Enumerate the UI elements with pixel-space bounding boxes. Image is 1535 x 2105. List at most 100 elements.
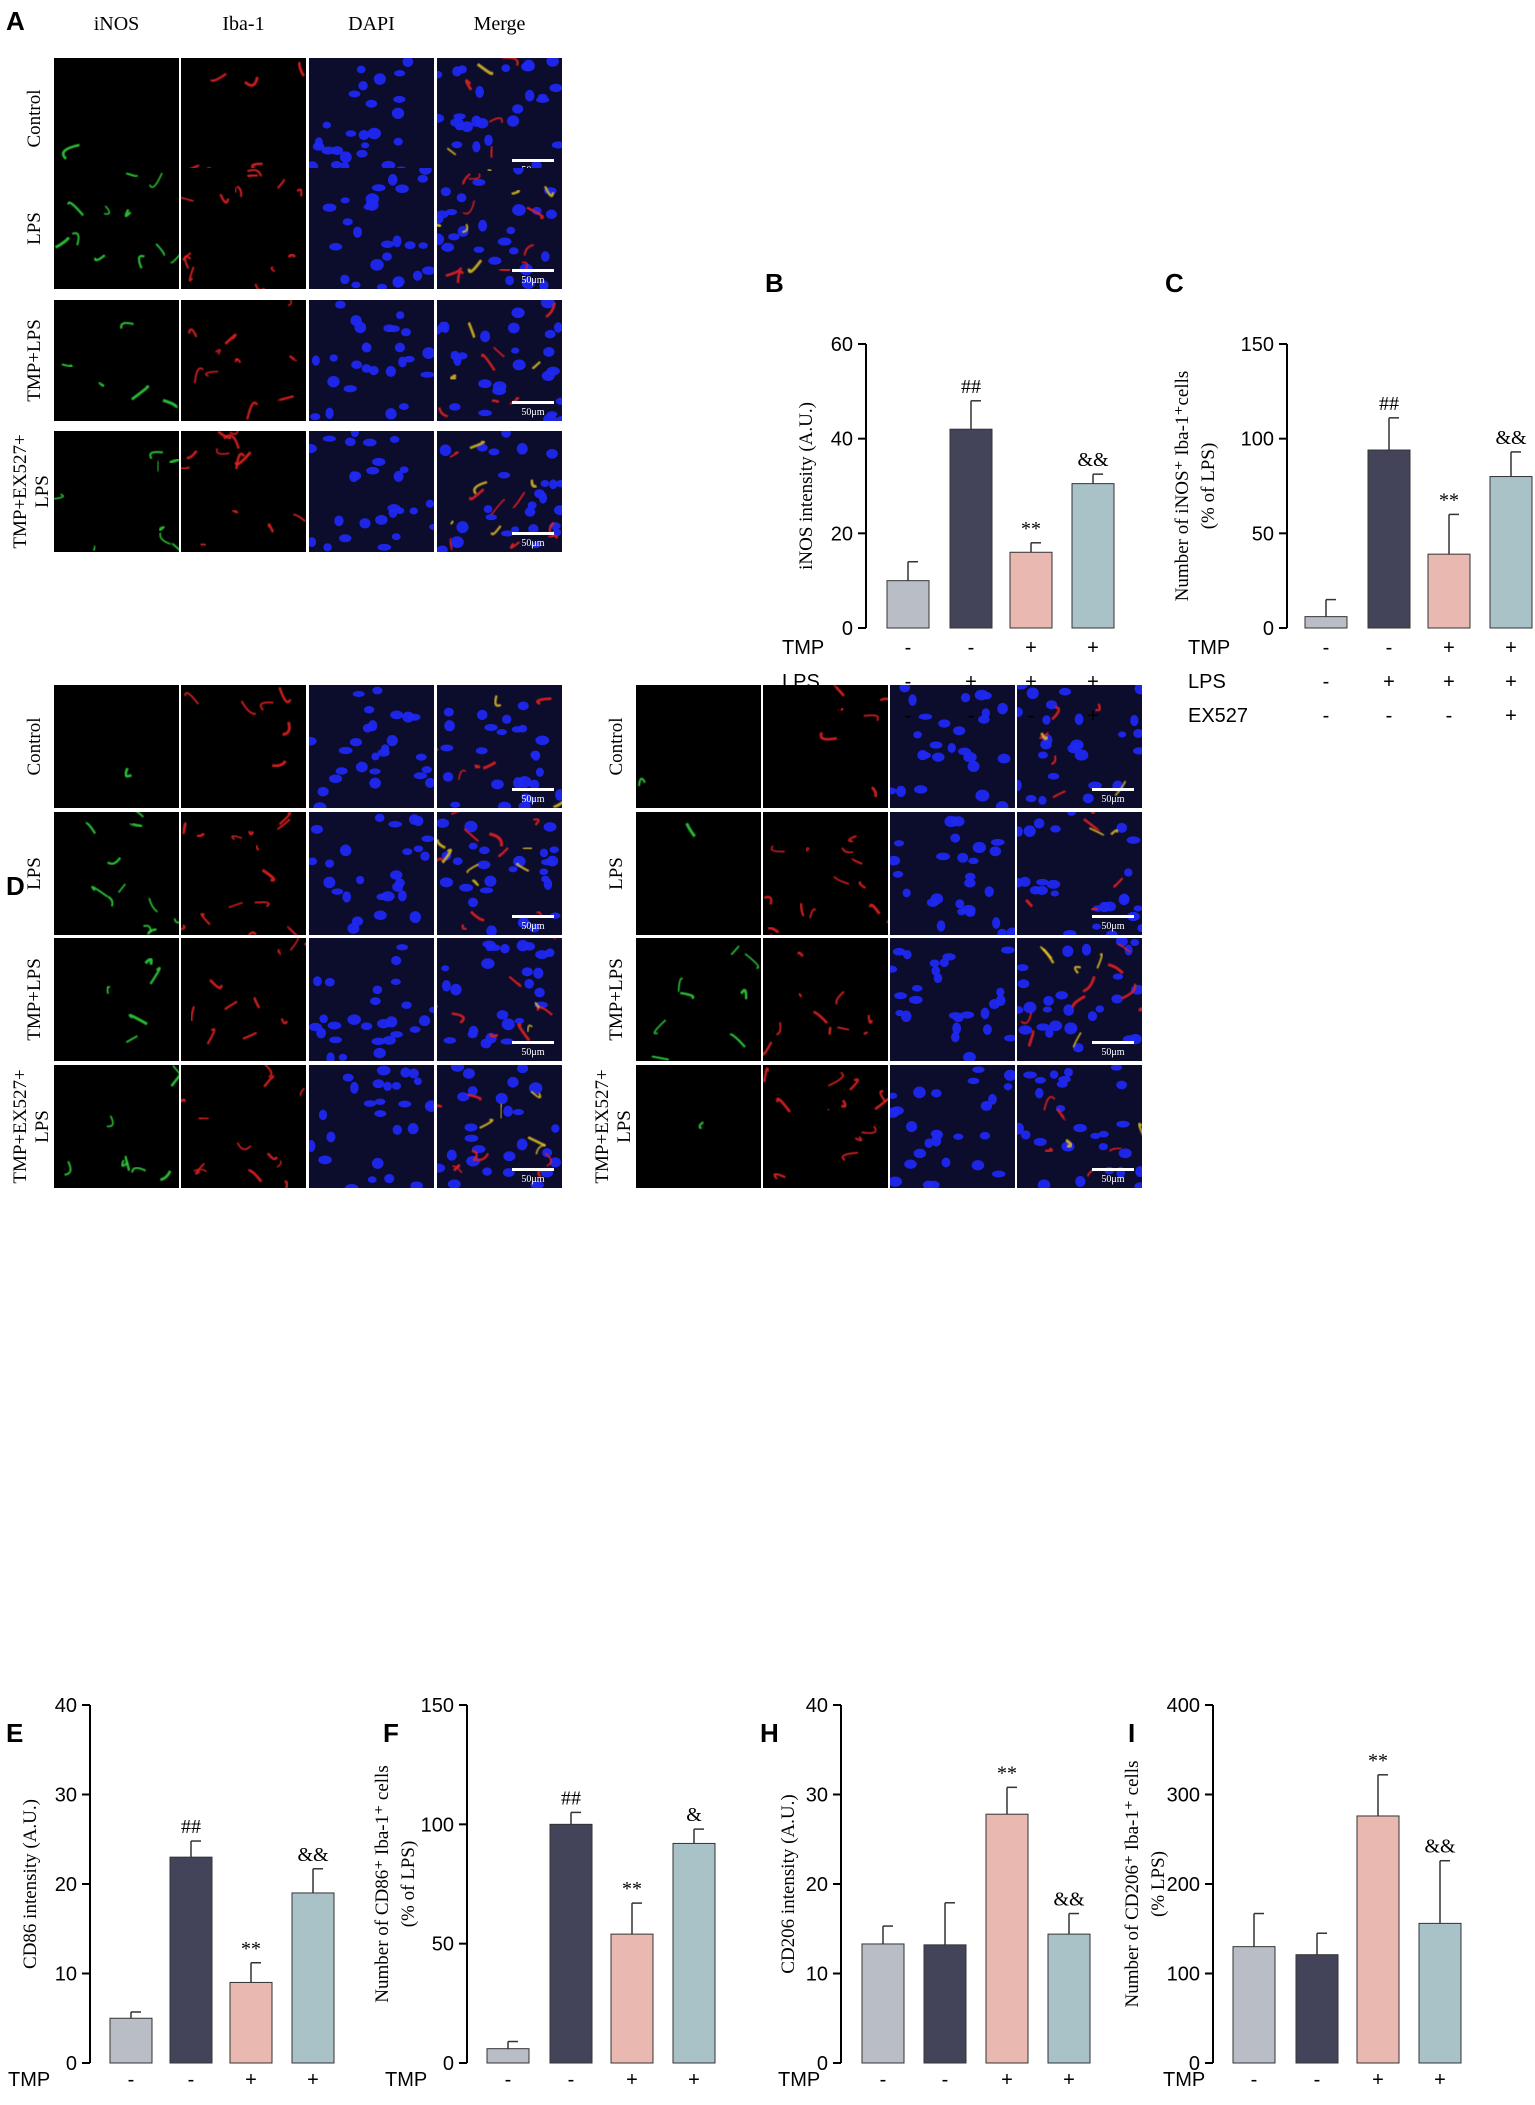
condition-sign: - — [505, 2069, 512, 2091]
nucleus-mark — [373, 1047, 386, 1059]
nucleus-mark — [930, 1129, 942, 1138]
nucleus-mark — [484, 134, 493, 146]
nucleus-mark — [535, 767, 544, 777]
nucleus-mark — [941, 1157, 951, 1168]
cell-content — [309, 1065, 434, 1188]
stain-streak — [773, 1173, 786, 1180]
nucleus-mark — [372, 457, 386, 467]
bar-chart-b: 0 20 40 60 iNOS intensity (A.U.) ## ** && TMP - - +… — [782, 334, 1115, 727]
nucleus-mark — [339, 151, 352, 163]
stain-streak — [544, 1152, 553, 1167]
stain-streak — [730, 945, 740, 956]
nucleus-mark — [967, 1077, 980, 1085]
nucleus-mark — [1045, 700, 1058, 710]
stain-streak — [172, 1065, 179, 1075]
stain-streak — [193, 367, 204, 384]
stain-streak — [117, 883, 126, 893]
nucleus-mark — [385, 408, 397, 420]
nucleus-mark — [329, 774, 343, 784]
condition-label: LPS — [1163, 2103, 1201, 2105]
nucleus-mark — [546, 58, 559, 67]
nucleus-mark — [1023, 1071, 1037, 1079]
condition-sign: + — [1443, 671, 1455, 693]
stain-streak — [461, 924, 467, 931]
nucleus-mark — [437, 233, 445, 246]
nucleus-mark — [350, 1081, 359, 1094]
stain-streak — [251, 162, 263, 170]
nucleus-mark — [420, 371, 434, 378]
cell-content — [890, 1065, 1015, 1188]
nucleus-mark — [498, 801, 512, 808]
stain-streak — [236, 1142, 252, 1151]
y-tick-label: 100 — [1241, 429, 1274, 451]
condition-sign: + — [1025, 637, 1037, 659]
nucleus-mark — [984, 886, 994, 898]
stain-streak — [234, 451, 252, 466]
nucleus-mark — [1033, 1137, 1047, 1147]
nucleus-mark — [339, 844, 352, 857]
nucleus-mark — [890, 855, 901, 866]
stain-streak — [840, 1099, 847, 1108]
stain-streak — [870, 786, 878, 798]
nucleus-mark — [398, 403, 409, 410]
nucleus-mark — [390, 710, 404, 720]
stain-streak — [215, 448, 230, 455]
nucleus-mark — [1090, 1132, 1101, 1139]
bar — [861, 1943, 905, 2064]
cell-content — [54, 450, 179, 551]
stain-streak — [235, 452, 246, 470]
nucleus-mark — [997, 702, 1008, 715]
micrograph-grids: iNOS Iba-1 DAPI MergeControlLPSTMP+LPSTMP+E… — [10, 13, 1142, 1188]
stain-streak — [188, 266, 195, 282]
nucleus-mark — [1023, 1001, 1037, 1014]
panel-letter-a: A — [6, 6, 25, 36]
condition-sign: + — [688, 2103, 700, 2105]
bar — [1367, 449, 1411, 629]
y-tick-label: 20 — [55, 1874, 77, 1896]
y-tick-label: 300 — [1167, 1785, 1200, 1807]
nucleus-mark — [1082, 793, 1094, 804]
stain-streak — [515, 862, 530, 873]
stain-streak — [195, 1162, 205, 1175]
nucleus-mark — [536, 96, 550, 103]
significance-label: && — [1053, 1889, 1085, 1911]
dapi-background — [437, 168, 562, 289]
stain-streak — [445, 267, 462, 278]
condition-sign: - — [905, 705, 912, 727]
nucleus-mark — [422, 347, 434, 360]
condition-label: LPS — [778, 2103, 816, 2105]
cell-content — [890, 938, 1015, 1061]
nucleus-mark — [512, 104, 524, 114]
nucleus-mark — [908, 995, 923, 1004]
nucleus-mark — [349, 471, 359, 483]
stain-streak — [280, 1018, 288, 1025]
nucleus-mark — [387, 174, 398, 186]
nucleus-mark — [1025, 794, 1037, 803]
nucleus-mark — [936, 920, 946, 932]
nucleus-mark — [997, 753, 1011, 764]
nucleus-mark — [360, 142, 370, 149]
nucleus-mark — [443, 707, 454, 717]
nucleus-mark — [502, 714, 512, 724]
y-tick-label: 150 — [1241, 334, 1274, 356]
nucleus-mark — [313, 976, 322, 987]
significance-label: ## — [1379, 393, 1399, 415]
y-tick-label: 40 — [806, 1695, 828, 1717]
nucleus-mark — [484, 875, 497, 887]
nucleus-mark — [511, 726, 524, 733]
panel-letter-i: I — [1128, 1718, 1135, 1748]
dapi-background — [890, 812, 1015, 935]
stain-streak — [103, 205, 111, 215]
nucleus-mark — [398, 356, 407, 368]
nucleus-mark — [309, 537, 317, 548]
stain-streak — [1073, 965, 1082, 974]
stain-streak — [1138, 1007, 1142, 1012]
nucleus-mark — [1017, 964, 1029, 972]
nucleus-mark — [1026, 687, 1039, 700]
stain-streak — [126, 1035, 138, 1043]
bar-chart-f: 0 50 100 150 Number of CD86⁺ Iba-1⁺ cells (% … — [372, 1695, 716, 2105]
scale-bar-label: 50μm — [1101, 1047, 1124, 1058]
stain-streak — [651, 1055, 670, 1061]
stain-streak — [469, 910, 485, 922]
stain-streak — [849, 1078, 860, 1091]
